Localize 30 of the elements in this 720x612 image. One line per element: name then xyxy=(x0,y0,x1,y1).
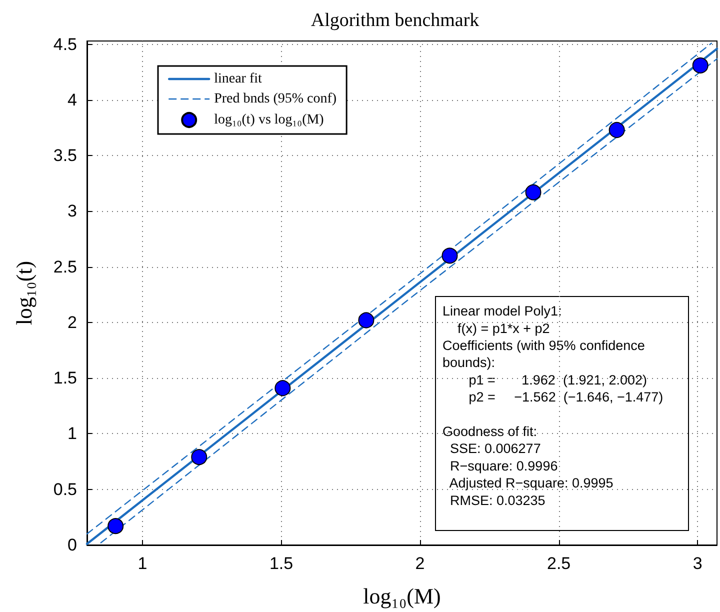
point xyxy=(692,57,708,74)
chart-title: Algorithm benchmark xyxy=(310,10,480,31)
y-tick-label: 2.5 xyxy=(53,257,77,276)
y-tick-label: 3.5 xyxy=(53,146,77,166)
y-axis-title: log₁₀(t) xyxy=(12,260,36,326)
x-tick-label: 1 xyxy=(138,554,148,573)
point xyxy=(274,380,291,396)
point xyxy=(108,518,124,534)
x-tick-label: 2.5 xyxy=(546,554,571,573)
legend-label: Pred bnds (95% conf) xyxy=(214,92,337,106)
y-tick-label: 1 xyxy=(68,424,77,444)
x-axis-title: log₁₀(M) xyxy=(363,584,441,608)
x-tick-label: 1.5 xyxy=(269,554,294,573)
y-tick-label: 3 xyxy=(68,202,77,221)
y-tick-label: 4.5 xyxy=(53,34,77,54)
x-tick-label: 2 xyxy=(415,554,425,573)
point xyxy=(358,312,374,328)
x-tick-label: 3 xyxy=(692,554,702,573)
y-tick-label: 2 xyxy=(68,312,77,332)
point xyxy=(191,449,208,466)
point xyxy=(525,184,542,200)
legend-label: linear fit xyxy=(214,72,262,86)
y-tick-label: 4 xyxy=(68,90,77,110)
legend-label: log₁₀(t) vs log₁₀(M) xyxy=(214,112,324,128)
point xyxy=(442,248,458,264)
point xyxy=(608,122,625,138)
y-tick-label: 0 xyxy=(68,536,77,554)
annotation: Goodness of fit: SSE: 0.006277 R−square: 0.9996 Adjusted R−square: 0.9995 RMSE: 0.03235 xyxy=(442,424,614,508)
y-tick-label: 1.5 xyxy=(53,368,77,388)
y-tick-label: 0.5 xyxy=(53,480,77,499)
